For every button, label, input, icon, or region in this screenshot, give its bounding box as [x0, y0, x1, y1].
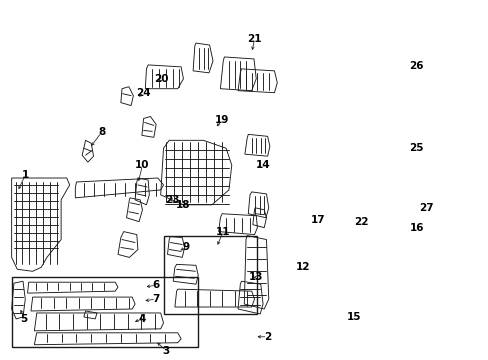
- Text: 22: 22: [353, 217, 368, 227]
- Text: 18: 18: [176, 200, 190, 210]
- Text: 19: 19: [215, 116, 229, 126]
- Text: 15: 15: [346, 312, 361, 322]
- Text: 21: 21: [247, 34, 261, 44]
- Text: 5: 5: [20, 314, 28, 324]
- Text: 2: 2: [264, 332, 271, 342]
- Text: 11: 11: [216, 226, 230, 237]
- Text: 6: 6: [152, 280, 160, 290]
- Bar: [12, 277, 197, 347]
- Text: 23: 23: [164, 195, 179, 205]
- Text: 16: 16: [408, 222, 423, 233]
- Text: 24: 24: [136, 88, 151, 98]
- Text: 27: 27: [419, 203, 433, 213]
- Text: 3: 3: [163, 346, 170, 356]
- Text: 1: 1: [21, 170, 29, 180]
- Text: 17: 17: [310, 215, 325, 225]
- Text: 8: 8: [98, 127, 105, 138]
- Text: 7: 7: [152, 294, 160, 304]
- Text: 10: 10: [135, 160, 149, 170]
- Text: 20: 20: [154, 74, 169, 84]
- Text: 13: 13: [248, 272, 263, 282]
- Bar: [163, 235, 257, 314]
- Text: 25: 25: [408, 143, 423, 153]
- Text: 9: 9: [183, 243, 189, 252]
- Text: 12: 12: [295, 262, 309, 272]
- Text: 4: 4: [138, 314, 145, 324]
- Text: 26: 26: [408, 61, 423, 71]
- Text: 14: 14: [255, 160, 270, 170]
